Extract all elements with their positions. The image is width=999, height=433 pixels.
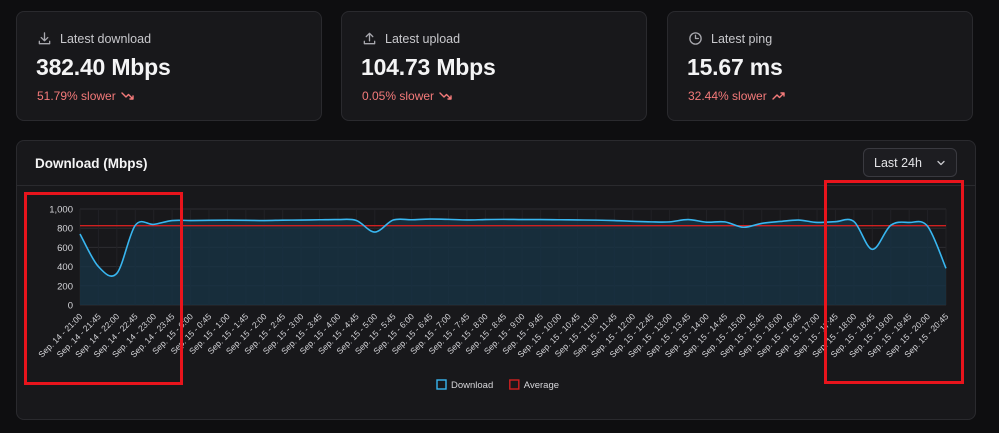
trending-down-icon [121, 92, 134, 100]
chevron-down-icon [937, 160, 945, 165]
legend-average-swatch[interactable] [509, 379, 520, 390]
stat-value: 104.73 Mbps [361, 54, 496, 80]
clock-icon [689, 32, 702, 45]
trending-down-icon [439, 92, 452, 100]
stat-label: Latest upload [385, 31, 461, 46]
y-tick-label: 800 [57, 224, 73, 235]
download-icon [38, 32, 51, 45]
chart-divider [17, 185, 975, 186]
download-area [80, 219, 946, 305]
y-tick-label: 0 [68, 301, 73, 312]
range-select[interactable]: Last 24h [863, 148, 957, 177]
legend-download-label[interactable]: Download [451, 380, 493, 391]
y-tick-label: 600 [57, 243, 73, 254]
range-select-value: Last 24h [874, 155, 922, 170]
y-tick-label: 400 [57, 262, 73, 273]
y-tick-label: 1,000 [49, 205, 73, 216]
stat-value: 382.40 Mbps [36, 54, 171, 80]
download-chart-card: Download (Mbps) Last 24h 0 200 400 600 800 1,… [16, 140, 976, 420]
trending-up-icon [772, 92, 785, 100]
latest-upload-card: Latest upload 104.73 Mbps 0.05% slower [341, 11, 647, 121]
chart-title: Download (Mbps) [35, 156, 148, 171]
stat-change: 32.44% slower [688, 89, 767, 103]
upload-icon [363, 32, 376, 45]
chart-legend: Download Average [436, 379, 559, 391]
legend-download-swatch[interactable] [436, 379, 447, 390]
stat-value: 15.67 ms [687, 54, 783, 80]
stat-change: 51.79% slower [37, 89, 116, 103]
stat-label: Latest ping [711, 31, 773, 46]
latest-ping-card: Latest ping 15.67 ms 32.44% slower [667, 11, 973, 121]
y-tick-label: 200 [57, 281, 73, 292]
stat-change: 0.05% slower [362, 89, 435, 103]
download-line [79, 218, 947, 277]
stat-label: Latest download [60, 31, 152, 46]
latest-download-card: Latest download 382.40 Mbps 51.79% slowe… [16, 11, 322, 121]
legend-average-label[interactable]: Average [524, 380, 559, 391]
